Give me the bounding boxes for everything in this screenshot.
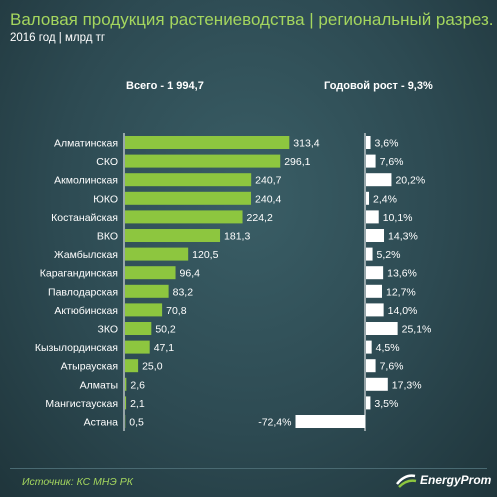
growth-value-label: 5,2%: [377, 249, 401, 261]
growth-value-label: 7,6%: [380, 361, 404, 373]
total-bar: [125, 136, 290, 149]
growth-value-label: 25,1%: [402, 324, 432, 336]
growth-value-label: 3,5%: [374, 398, 398, 410]
total-value-label: 240,4: [255, 193, 281, 205]
growth-chart-title: Годовой рост - 9,3%: [324, 80, 433, 92]
category-label: Алматы: [80, 379, 118, 391]
category-label: Жамбылская: [54, 249, 118, 261]
total-bar: [125, 266, 176, 280]
energyprom-logo: EnergyProm: [395, 472, 491, 488]
growth-bar: [366, 210, 379, 224]
category-label: СКО: [96, 156, 118, 168]
growth-bar: [366, 284, 383, 298]
category-label: ВКО: [97, 231, 118, 243]
growth-value-label: 20,2%: [395, 175, 425, 187]
total-value-label: 181,3: [224, 231, 250, 243]
total-bar: [125, 210, 243, 224]
growth-bar: [366, 136, 371, 149]
growth-bar: [366, 266, 384, 280]
total-value-label: 224,2: [247, 212, 273, 224]
growth-bar: [366, 322, 398, 335]
category-label: Атырауская: [61, 361, 118, 373]
growth-bar: [366, 377, 388, 391]
total-bar: [125, 154, 281, 168]
growth-value-label: 17,3%: [392, 379, 422, 391]
total-bar: [125, 247, 189, 261]
total-bar: [125, 173, 252, 187]
source-note: Источник: КС МНЭ РК: [22, 476, 133, 488]
total-bar: [125, 396, 127, 410]
footer-divider: [10, 468, 487, 469]
total-value-label: 83,2: [173, 286, 194, 298]
category-label: Карагандинская: [40, 268, 118, 280]
total-value-label: 96,4: [180, 268, 201, 280]
growth-value-label: 13,6%: [387, 268, 417, 280]
total-value-label: 47,1: [154, 342, 175, 354]
growth-value-label: 2,4%: [373, 193, 397, 205]
category-label: Акмолинская: [54, 175, 118, 187]
growth-bar: [366, 247, 373, 261]
category-label: Астана: [84, 417, 119, 429]
total-value-label: 2,1: [130, 398, 145, 410]
total-value-label: 296,1: [284, 156, 310, 168]
total-bar: [125, 340, 150, 354]
growth-value-label: 14,3%: [388, 231, 418, 243]
growth-value-label: 10,1%: [383, 212, 413, 224]
growth-value-label: 12,7%: [386, 286, 416, 298]
total-value-label: 50,2: [155, 324, 176, 336]
category-label: ЮКО: [93, 193, 118, 205]
logo-text: EnergyProm: [420, 473, 492, 487]
total-bar: [125, 229, 221, 242]
total-value-label: 2,6: [130, 379, 145, 391]
total-value-label: 120,5: [192, 249, 218, 261]
growth-bar: [295, 415, 365, 428]
total-value-label: 313,4: [293, 138, 319, 150]
total-bar: [125, 284, 169, 298]
total-bar: [125, 359, 139, 373]
total-bar: [125, 377, 127, 391]
total-value-label: 70,8: [166, 305, 187, 317]
growth-value-label: 4,5%: [376, 342, 400, 354]
energyprom-logo-icon: [396, 474, 417, 488]
category-label: Павлодарская: [48, 286, 118, 298]
growth-bar: [366, 396, 371, 410]
growth-bar: [366, 359, 376, 373]
growth-value-label: -72,4%: [258, 417, 291, 429]
category-label: Костанайская: [51, 212, 118, 224]
page-title: Валовая продукция растениеводства | реги…: [10, 10, 494, 29]
category-label: Кызылординская: [35, 342, 118, 354]
growth-value-label: 14,0%: [388, 305, 418, 317]
total-bar: [125, 303, 163, 317]
category-label: ЗКО: [97, 324, 118, 336]
growth-bar: [366, 173, 392, 187]
page-subtitle: 2016 год | млрд тг: [10, 32, 106, 44]
total-bar: [125, 322, 152, 335]
category-label: Мангистауская: [45, 398, 118, 410]
category-label: Алматинская: [54, 138, 118, 150]
total-bar: [125, 191, 252, 205]
growth-bar: [366, 154, 376, 168]
growth-value-label: 7,6%: [380, 156, 404, 168]
growth-bar: [366, 303, 384, 317]
total-chart-title: Всего - 1 994,7: [126, 80, 204, 92]
growth-bar: [366, 340, 372, 354]
total-value-label: 25,0: [142, 361, 163, 373]
category-label: Актюбинская: [54, 305, 118, 317]
growth-value-label: 3,6%: [375, 138, 399, 150]
total-value-label: 0,5: [129, 417, 144, 429]
total-value-label: 240,7: [255, 175, 281, 187]
growth-bar: [366, 229, 385, 242]
growth-bar: [366, 191, 370, 205]
